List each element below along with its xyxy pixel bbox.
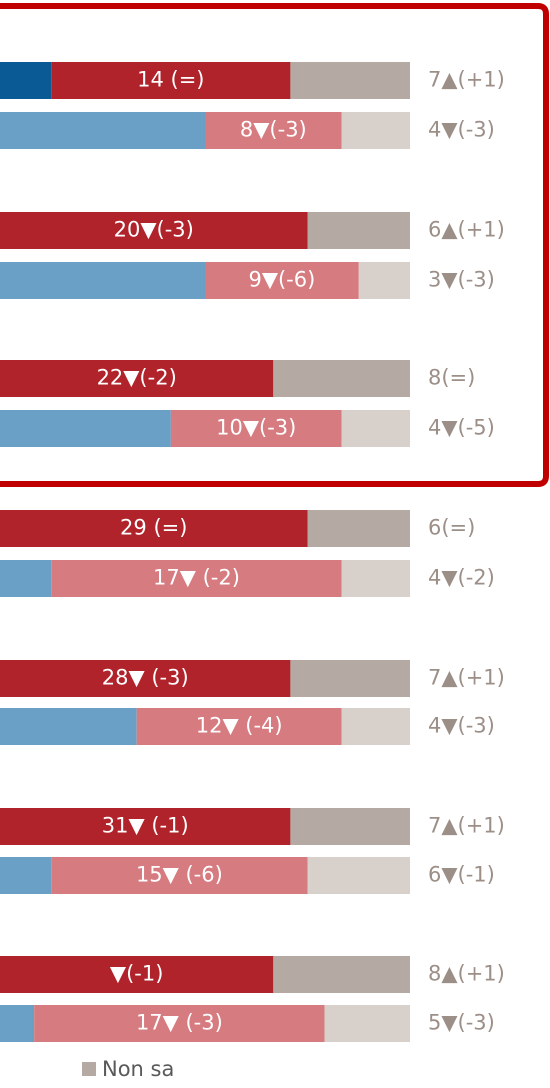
bar-segment xyxy=(0,262,205,299)
bar-label: 28▼ (-3) xyxy=(102,666,189,690)
bar-segment xyxy=(0,660,291,697)
bar-segment xyxy=(0,212,308,249)
bar-segment xyxy=(170,410,342,447)
bar-segment xyxy=(324,1005,410,1042)
bar-segment xyxy=(0,808,291,845)
bars: 14 (=) 7▲(+1) 8▼(-3) 4▼(-3) 20▼(-3) 6▲(+1) 9▼(… xyxy=(0,62,505,1042)
bar-label: 31▼ (-1) xyxy=(102,814,189,838)
bar-segment xyxy=(0,560,52,597)
right-label: 3▼(-3) xyxy=(428,268,495,292)
legend-label: Non sa xyxy=(102,1057,174,1081)
bar-segment xyxy=(358,262,410,299)
legend-swatch xyxy=(82,1062,96,1076)
right-label: 7▲(+1) xyxy=(428,666,505,690)
bar-segment xyxy=(307,857,410,894)
bar-segment xyxy=(307,510,410,547)
bar-segment xyxy=(51,62,291,99)
bar-segment xyxy=(0,956,274,993)
bar-label: 20▼(-3) xyxy=(114,218,194,242)
bar-segment xyxy=(290,808,410,845)
right-label: 8(=) xyxy=(428,366,475,390)
bar-segment xyxy=(51,560,342,597)
bar-label: 9▼(-6) xyxy=(248,268,315,292)
bar-segment xyxy=(205,112,342,149)
bar-segment xyxy=(51,857,308,894)
right-label: 5▼(-3) xyxy=(428,1011,495,1035)
right-label: 6(=) xyxy=(428,516,475,540)
bar-segment xyxy=(0,857,52,894)
bar-segment xyxy=(0,360,274,397)
bar-segment xyxy=(341,560,410,597)
right-label: 7▲(+1) xyxy=(428,68,505,92)
bar-segment xyxy=(273,956,410,993)
right-label: 7▲(+1) xyxy=(428,814,505,838)
bar-segment xyxy=(136,708,342,745)
right-label: 6▼(-1) xyxy=(428,863,495,887)
bar-label: 12▼ (-4) xyxy=(196,714,283,738)
right-label: 8▲(+1) xyxy=(428,962,505,986)
bar-label: 8▼(-3) xyxy=(240,118,307,142)
bar-segment xyxy=(0,410,171,447)
bar-segment xyxy=(290,62,410,99)
bar-label: 17▼ (-3) xyxy=(136,1011,223,1035)
bar-segment xyxy=(0,510,308,547)
bar-segment xyxy=(34,1005,325,1042)
bar-segment xyxy=(0,1005,35,1042)
bar-segment xyxy=(0,62,52,99)
right-label: 4▼(-3) xyxy=(428,714,495,738)
bar-label: 22▼(-2) xyxy=(97,366,177,390)
bar-label: ▼(-1) xyxy=(110,962,163,986)
bar-segment xyxy=(205,262,359,299)
bar-label: 14 (=) xyxy=(137,68,204,92)
bar-segment xyxy=(341,410,410,447)
bar-segment xyxy=(0,708,137,745)
right-label: 4▼(-2) xyxy=(428,566,495,590)
bar-segment xyxy=(307,212,410,249)
bar-segment xyxy=(341,708,410,745)
bar-segment xyxy=(273,360,410,397)
bar-label: 10▼(-3) xyxy=(216,416,296,440)
right-label: 4▼(-3) xyxy=(428,118,495,142)
highlight-frame xyxy=(0,3,549,487)
bar-label: 29 (=) xyxy=(120,516,187,540)
bar-label: 17▼ (-2) xyxy=(153,566,240,590)
bar-segment xyxy=(290,660,410,697)
right-label: 4▼(-5) xyxy=(428,416,495,440)
bar-label: 15▼ (-6) xyxy=(136,863,223,887)
bar-segment xyxy=(341,112,410,149)
right-label: 6▲(+1) xyxy=(428,218,505,242)
bar-segment xyxy=(0,112,205,149)
